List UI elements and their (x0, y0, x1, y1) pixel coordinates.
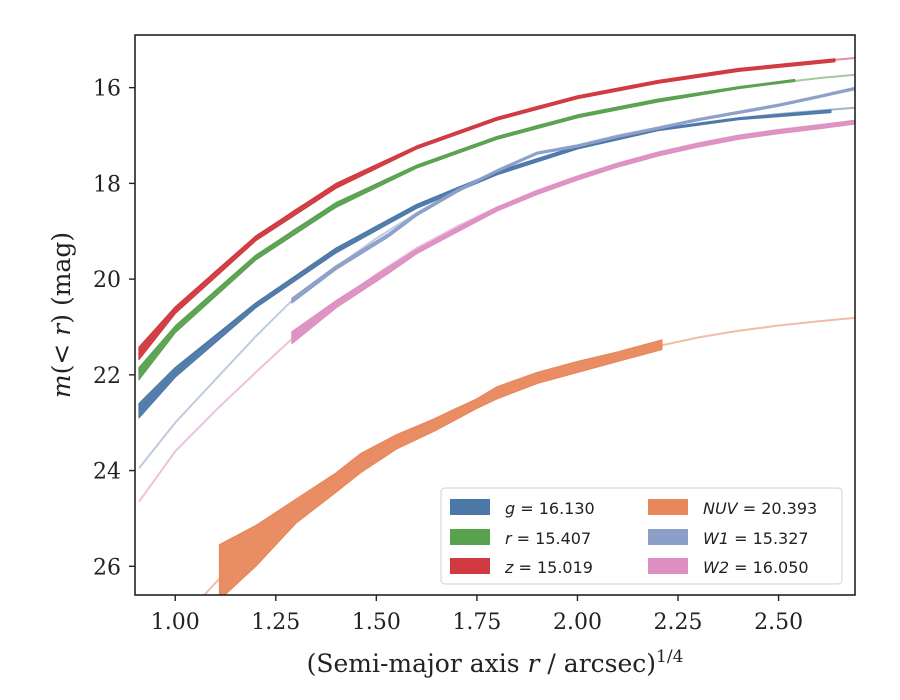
legend-label-nuv: NUV = 20.393 (703, 499, 817, 518)
legend-swatch-r (450, 529, 490, 545)
y-tick-label: 18 (93, 172, 121, 197)
y-tick-label: 22 (93, 364, 121, 389)
legend-label-z: z = 15.019 (504, 558, 593, 577)
legend-label-g: g = 16.130 (505, 499, 595, 518)
legend-swatch-w1 (648, 529, 688, 545)
x-tick-label: 2.00 (553, 610, 602, 635)
legend-label-w2: W2 = 16.050 (703, 558, 809, 577)
curves-layer (138, 57, 855, 595)
y-tick-label: 26 (93, 555, 121, 580)
legend-swatch-g (450, 499, 490, 515)
y-tick-label: 20 (93, 268, 121, 293)
x-tick-label: 2.25 (654, 610, 703, 635)
legend-swatch-w2 (648, 558, 688, 574)
data-band-w1 (291, 86, 855, 304)
data-band-w2 (291, 119, 855, 345)
x-tick-label: 1.50 (352, 610, 401, 635)
x-tick-label: 2.50 (754, 610, 803, 635)
legend: g = 16.130 r = 15.407 z = 15.019 NUV = 20.3… (440, 487, 843, 585)
legend-label-r: r = 15.407 (505, 529, 591, 548)
data-band-nuv (218, 339, 663, 595)
legend-box (440, 487, 843, 585)
y-axis: 16 18 20 22 24 26 (93, 77, 135, 580)
x-tick-label: 1.25 (251, 610, 300, 635)
legend-swatch-nuv (648, 499, 688, 515)
legend-swatch-z (450, 558, 490, 574)
y-tick-label: 24 (93, 460, 121, 485)
data-band-z (138, 58, 836, 361)
x-tick-label: 1.00 (151, 610, 200, 635)
y-axis-label: m(< r) (mag) (47, 232, 76, 398)
x-axis-label: (Semi-major axis r / arcsec)1/4 (307, 647, 684, 678)
data-band-r (138, 78, 796, 381)
x-axis: 1.00 1.25 1.50 1.75 2.00 2.25 2.50 (151, 595, 803, 635)
data-band-g (138, 109, 832, 419)
x-tick-label: 1.75 (452, 610, 501, 635)
y-tick-label: 16 (93, 77, 121, 102)
plot-frame (134, 34, 856, 596)
legend-label-w1: W1 = 15.327 (703, 529, 809, 548)
